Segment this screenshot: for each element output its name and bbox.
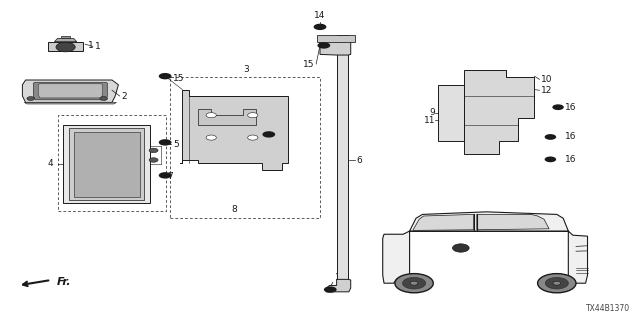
Circle shape	[317, 42, 330, 49]
Text: 11: 11	[424, 116, 435, 124]
Circle shape	[410, 281, 418, 285]
Text: 7: 7	[167, 172, 173, 181]
Polygon shape	[413, 214, 474, 230]
Circle shape	[553, 281, 561, 285]
Polygon shape	[63, 125, 150, 203]
Text: 6: 6	[356, 156, 362, 164]
Circle shape	[395, 274, 433, 293]
Circle shape	[545, 134, 556, 140]
Circle shape	[27, 97, 35, 100]
Circle shape	[552, 104, 564, 110]
Text: 8: 8	[232, 205, 237, 214]
Polygon shape	[54, 38, 77, 42]
Polygon shape	[464, 70, 534, 154]
Circle shape	[149, 158, 158, 162]
Circle shape	[56, 42, 76, 52]
Polygon shape	[320, 39, 351, 55]
Circle shape	[314, 24, 326, 30]
Circle shape	[262, 131, 275, 138]
Polygon shape	[337, 35, 348, 280]
Text: 10: 10	[541, 75, 552, 84]
FancyArrowPatch shape	[23, 280, 49, 286]
Text: 15: 15	[303, 60, 315, 68]
Polygon shape	[438, 85, 464, 141]
Polygon shape	[180, 90, 288, 170]
Polygon shape	[24, 102, 116, 104]
Text: 12: 12	[541, 86, 552, 95]
Circle shape	[206, 113, 216, 118]
Circle shape	[403, 277, 426, 289]
Text: 1: 1	[88, 41, 94, 50]
Text: 5: 5	[173, 140, 179, 149]
Text: 16: 16	[564, 132, 576, 141]
Polygon shape	[198, 109, 256, 125]
Circle shape	[248, 113, 258, 118]
Polygon shape	[33, 82, 108, 100]
Circle shape	[248, 135, 258, 140]
Text: 14: 14	[314, 11, 326, 20]
Text: 16: 16	[564, 155, 576, 164]
Circle shape	[324, 286, 337, 293]
Circle shape	[100, 97, 108, 100]
Circle shape	[545, 277, 568, 289]
Polygon shape	[317, 35, 355, 42]
Circle shape	[452, 244, 469, 252]
Polygon shape	[410, 212, 568, 231]
Polygon shape	[38, 84, 102, 98]
Circle shape	[159, 73, 172, 79]
Polygon shape	[69, 128, 144, 200]
Polygon shape	[326, 279, 351, 292]
Polygon shape	[48, 42, 83, 51]
Text: TX44B1370: TX44B1370	[586, 304, 630, 313]
Polygon shape	[74, 132, 140, 197]
Text: 2: 2	[121, 92, 127, 101]
Text: 13: 13	[335, 273, 347, 282]
Polygon shape	[383, 231, 588, 283]
Polygon shape	[61, 36, 70, 38]
Circle shape	[149, 148, 158, 153]
Circle shape	[159, 139, 172, 146]
Text: 3: 3	[243, 65, 249, 74]
Text: 16: 16	[564, 103, 576, 112]
Text: Fr.: Fr.	[56, 276, 71, 287]
Text: 4: 4	[47, 159, 53, 168]
Circle shape	[206, 135, 216, 140]
Polygon shape	[477, 214, 549, 230]
Circle shape	[545, 156, 556, 162]
Circle shape	[538, 274, 576, 293]
Text: 1: 1	[95, 42, 100, 51]
Text: 15: 15	[173, 74, 184, 83]
Polygon shape	[22, 80, 118, 102]
Circle shape	[159, 172, 172, 179]
Text: 9: 9	[429, 108, 435, 117]
